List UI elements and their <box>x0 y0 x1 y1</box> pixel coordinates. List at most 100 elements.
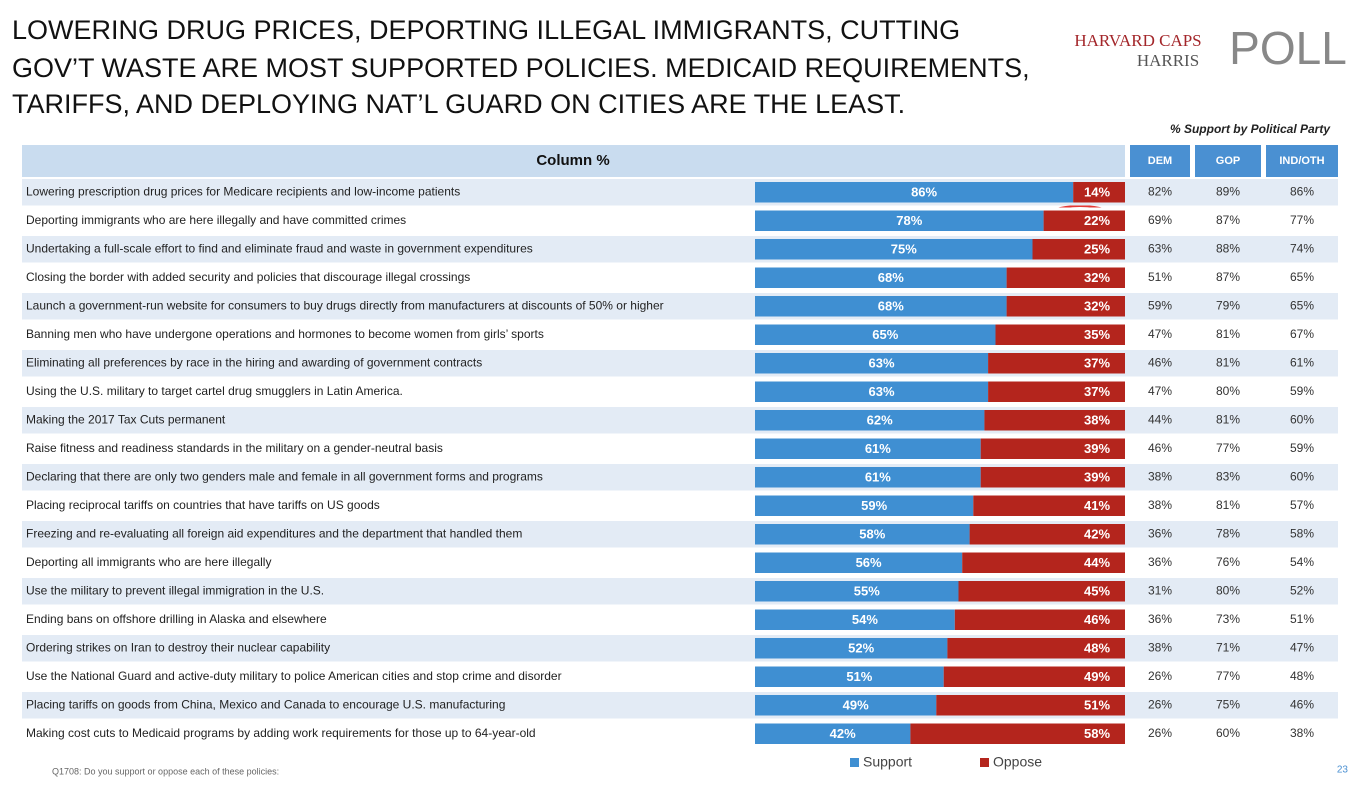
bar-segment <box>755 609 955 630</box>
party-value: 87% <box>1216 270 1240 284</box>
party-value: 46% <box>1148 355 1172 369</box>
bar-label: 59% <box>861 498 887 513</box>
party-value: 83% <box>1216 469 1240 483</box>
bar-segment <box>755 296 1007 317</box>
bar-segment <box>943 666 1125 687</box>
bar-label: 58% <box>1084 726 1110 741</box>
bar-segment <box>755 695 937 716</box>
header-bg <box>22 145 1125 177</box>
bar-label: 65% <box>872 327 898 342</box>
bar-label: 49% <box>843 698 869 713</box>
bar-label: 48% <box>1084 641 1110 656</box>
bar-segment <box>755 182 1074 203</box>
bar-segment <box>755 381 989 402</box>
column-header: Column % <box>536 152 609 169</box>
bar-segment <box>962 552 1125 573</box>
title-line: TARIFFS, AND DEPLOYING NAT’L GUARD ON CI… <box>12 89 905 119</box>
bar-segment <box>1073 182 1125 203</box>
bar-segment <box>958 581 1125 602</box>
bar-label: 22% <box>1084 213 1110 228</box>
bar-label: 39% <box>1084 441 1110 456</box>
row-label: Raise fitness and readiness standards in… <box>26 441 443 455</box>
bar-label: 61% <box>865 441 891 456</box>
row-label: Making cost cuts to Medicaid programs by… <box>26 726 536 740</box>
legend-swatch <box>980 758 989 767</box>
legend-label: Support <box>863 754 912 770</box>
party-value: 38% <box>1290 726 1314 740</box>
bar-segment <box>936 695 1125 716</box>
party-header-bg <box>1130 145 1190 177</box>
bar-label: 42% <box>1084 527 1110 542</box>
row-label: Ordering strikes on Iran to destroy thei… <box>26 640 330 654</box>
party-value: 44% <box>1148 412 1172 426</box>
row-label: Use the military to prevent illegal immi… <box>26 583 324 597</box>
bar-segment <box>980 467 1125 488</box>
party-value: 59% <box>1290 441 1314 455</box>
row-label: Use the National Guard and active-duty m… <box>26 669 562 683</box>
row-label: Placing tariffs on goods from China, Mex… <box>26 697 505 711</box>
party-header-bg <box>1266 145 1338 177</box>
bar-segment <box>947 638 1125 659</box>
row-label: Deporting all immigrants who are here il… <box>26 555 271 569</box>
party-value: 65% <box>1290 270 1314 284</box>
bar-label: 68% <box>878 270 904 285</box>
party-value: 26% <box>1148 697 1172 711</box>
row-label: Placing reciprocal tariffs on countries … <box>26 498 380 512</box>
row-label: Closing the border with added security a… <box>26 270 470 284</box>
party-value: 51% <box>1148 270 1172 284</box>
party-value: 75% <box>1216 697 1240 711</box>
party-value: 81% <box>1216 327 1240 341</box>
logo-text: POLL <box>1229 22 1347 74</box>
party-value: 54% <box>1290 555 1314 569</box>
row-label: Eliminating all preferences by race in t… <box>26 355 482 369</box>
bar-segment <box>755 552 963 573</box>
legend-swatch <box>850 758 859 767</box>
bar-segment <box>755 438 981 459</box>
row-label: Making the 2017 Tax Cuts permanent <box>26 412 226 426</box>
party-value: 74% <box>1290 241 1314 255</box>
bar-label: 39% <box>1084 470 1110 485</box>
bar-label: 35% <box>1084 327 1110 342</box>
row-label: Declaring that there are only two gender… <box>26 469 543 483</box>
bar-segment <box>755 353 989 374</box>
party-value: 60% <box>1216 726 1240 740</box>
party-value: 80% <box>1216 384 1240 398</box>
row-label: Deporting immigrants who are here illega… <box>26 213 406 227</box>
party-value: 86% <box>1290 184 1314 198</box>
party-value: 77% <box>1216 669 1240 683</box>
bar-label: 54% <box>852 612 878 627</box>
bar-segment <box>755 524 970 545</box>
party-value: 60% <box>1290 469 1314 483</box>
bar-label: 37% <box>1084 384 1110 399</box>
party-value: 58% <box>1290 526 1314 540</box>
bar-label: 37% <box>1084 356 1110 371</box>
bar-label: 78% <box>896 213 922 228</box>
bar-label: 63% <box>869 356 895 371</box>
party-value: 38% <box>1148 640 1172 654</box>
bar-label: 51% <box>1084 698 1110 713</box>
party-header: GOP <box>1216 155 1240 167</box>
bar-segment <box>1006 296 1125 317</box>
party-value: 88% <box>1216 241 1240 255</box>
bar-label: 52% <box>848 641 874 656</box>
legend-label: Oppose <box>993 754 1042 770</box>
party-value: 26% <box>1148 669 1172 683</box>
bar-label: 86% <box>911 185 937 200</box>
bar-segment <box>980 438 1125 459</box>
bar-label: 25% <box>1084 242 1110 257</box>
logo-text: HARRIS <box>1137 51 1199 70</box>
bar-segment <box>755 467 981 488</box>
bar-label: 38% <box>1084 413 1110 428</box>
bar-segment <box>755 410 985 431</box>
bar-segment <box>1032 239 1125 260</box>
page-number: 23 <box>1337 765 1349 776</box>
bar-label: 51% <box>846 669 872 684</box>
bar-segment <box>969 524 1125 545</box>
party-value: 81% <box>1216 498 1240 512</box>
bar-segment <box>988 381 1125 402</box>
bar-segment <box>755 581 959 602</box>
row-label: Launch a government-run website for cons… <box>26 298 664 312</box>
party-value: 47% <box>1148 384 1172 398</box>
bar-segment <box>755 495 974 516</box>
